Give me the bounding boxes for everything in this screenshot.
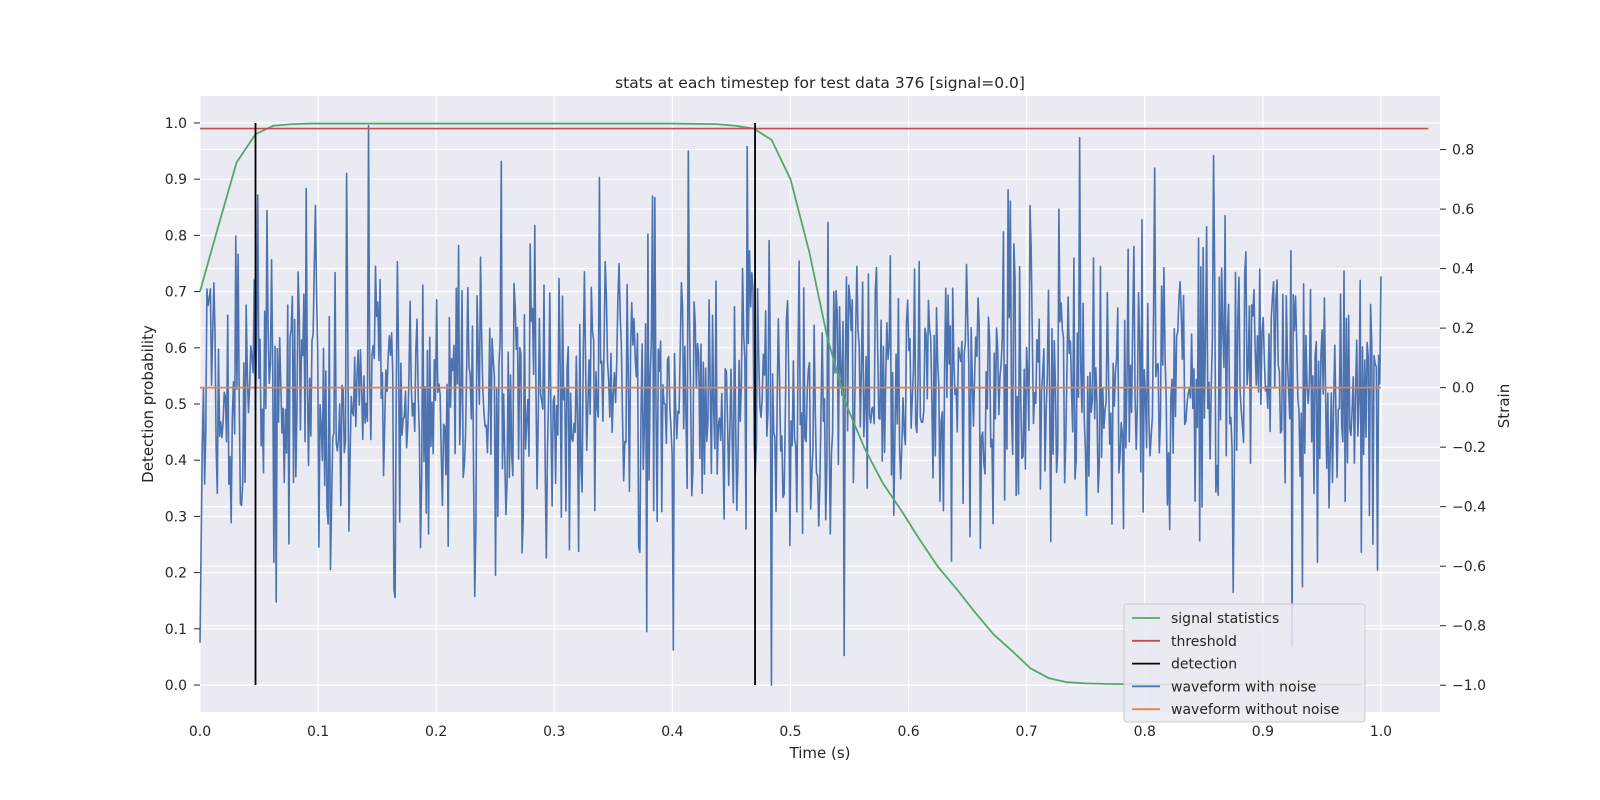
y-left-tick-label: 0.0 [165,678,187,694]
legend-box [1123,603,1366,723]
y-right-tick-label: 0.6 [1452,202,1474,218]
x-tick-label: 0.8 [1134,724,1156,740]
y-left-tick-label: 0.6 [165,341,187,357]
x-tick-label: 0.4 [661,724,683,740]
legend: signal statistics threshold detection wavef… [1123,603,1366,723]
y-axis-left-label: Detection probability [139,325,157,483]
y-left-tick-label: 0.9 [165,172,187,188]
y-left-tick-label: 0.3 [165,509,187,525]
y-left-tick-label: 0.2 [165,566,187,582]
x-tick-label: 0.0 [189,724,211,740]
x-tick-label: 0.1 [307,724,329,740]
y-right-tick-label: 0.8 [1452,143,1474,159]
y-left-tick-label: 0.4 [165,453,187,469]
x-tick-label: 0.2 [425,724,447,740]
y-left-tick-label: 0.8 [165,228,187,244]
x-tick-label: 0.9 [1252,724,1274,740]
x-tick-label: 1.0 [1370,724,1392,740]
y-right-tick-label: −0.2 [1452,440,1486,456]
y-axis-right-label: Strain [1495,384,1513,428]
y-left-tick-label: 0.5 [165,397,187,413]
x-tick-label: 0.6 [897,724,919,740]
axes: 0.0 0.1 0.2 0.3 0.4 0.5 0.6 0.7 0.8 0.9 1.0 0.0 0.1 0… [165,116,1486,740]
legend-entry: waveform with noise [1171,679,1316,695]
plot-area [199,122,1429,687]
y-right-tick-label: 0.0 [1452,381,1474,397]
y-left-tick-label: 0.7 [165,285,187,301]
x-tick-label: 0.7 [1016,724,1038,740]
legend-entry: detection [1171,657,1237,673]
y-right-tick-label: 0.4 [1452,262,1474,278]
y-right-tick-label: 0.2 [1452,321,1474,337]
y-right-tick-label: −0.4 [1452,500,1486,516]
chart-title: stats at each timestep for test data 376… [615,74,1025,92]
y-left-tick-label: 0.1 [165,622,187,638]
legend-entry: signal statistics [1171,611,1279,627]
x-tick-label: 0.5 [779,724,801,740]
series-signal-statistics [199,122,1363,686]
series-waveform-with-noise [199,124,1382,687]
y-right-tick-label: −0.8 [1452,619,1486,635]
legend-entry: threshold [1171,634,1237,650]
x-tick-label: 0.3 [543,724,565,740]
y-left-tick-label: 1.0 [165,116,187,132]
x-axis-label: Time (s) [789,744,851,762]
y-right-tick-label: −0.6 [1452,559,1486,575]
legend-entry: waveform without noise [1171,702,1339,718]
y-right-tick-label: −1.0 [1452,678,1486,694]
